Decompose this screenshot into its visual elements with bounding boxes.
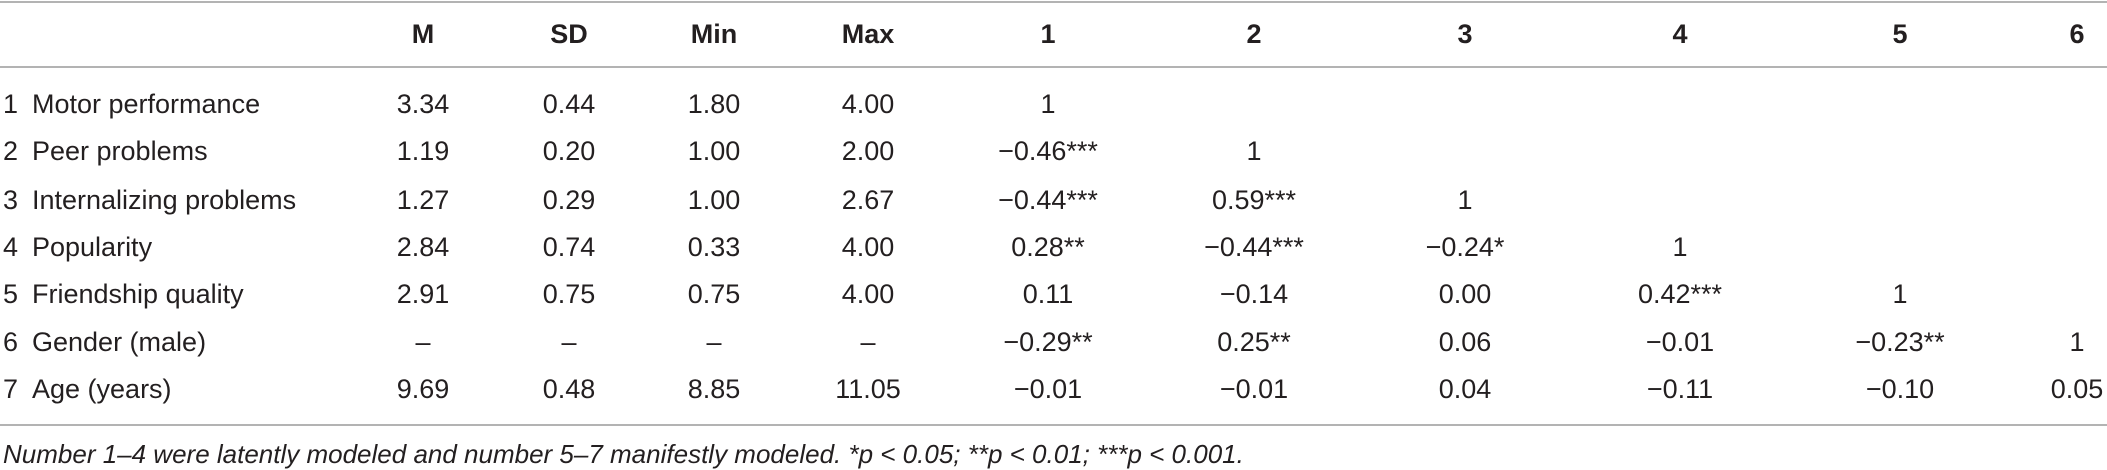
column-header: M	[412, 19, 435, 49]
row-number: 1	[3, 89, 18, 119]
cell: −0.14	[1220, 279, 1288, 309]
cell: 3.34	[397, 89, 450, 119]
cell: 0.11	[1023, 279, 1074, 309]
row-number: 4	[3, 232, 18, 262]
row-label: Peer problems	[32, 136, 208, 166]
cell: –	[561, 327, 576, 357]
row-number: 3	[3, 185, 18, 215]
cell: 0.04	[1439, 374, 1492, 404]
cell: −0.44***	[998, 185, 1098, 215]
row-label: Internalizing problems	[32, 185, 296, 215]
column-header: Max	[842, 19, 895, 49]
cell: 2.84	[397, 232, 450, 262]
row-label: Gender (male)	[32, 327, 206, 357]
cell: –	[860, 327, 875, 357]
cell: −0.24*	[1426, 232, 1505, 262]
column-header: SD	[550, 19, 588, 49]
cell: 1.00	[688, 185, 741, 215]
cell: 0.74	[543, 232, 596, 262]
cell: 1	[1040, 89, 1055, 119]
cell: 1	[1892, 279, 1907, 309]
cell: 0.20	[543, 136, 596, 166]
row-label: Friendship quality	[32, 279, 244, 309]
row-label: Age (years)	[32, 374, 172, 404]
column-header: 4	[1672, 19, 1687, 49]
cell: 1	[1457, 185, 1472, 215]
cell: 8.85	[688, 374, 741, 404]
cell: 0.75	[543, 279, 596, 309]
cell: 11.05	[835, 374, 901, 404]
cell: 0.42***	[1638, 279, 1723, 309]
cell: 1.80	[688, 89, 741, 119]
cell: 4.00	[842, 232, 895, 262]
column-header: 1	[1040, 19, 1055, 49]
footnote: Number 1–4 were latently modeled and num…	[3, 439, 1244, 469]
cell: 1.27	[397, 185, 450, 215]
cell: 2.67	[842, 185, 895, 215]
cell: −0.23**	[1855, 327, 1945, 357]
cell: 9.69	[397, 374, 450, 404]
cell: 2.00	[842, 136, 895, 166]
cell: 4.00	[842, 279, 895, 309]
cell: 4.00	[842, 89, 895, 119]
cell: 1.00	[688, 136, 741, 166]
cell: 0.29	[543, 185, 596, 215]
row-number: 5	[3, 279, 18, 309]
cell: −0.11	[1647, 374, 1713, 404]
cell: 1.19	[397, 136, 450, 166]
cell: 0.06	[1439, 327, 1492, 357]
cell: −0.46***	[998, 136, 1098, 166]
cell: 1	[1246, 136, 1261, 166]
column-header: 6	[2069, 19, 2084, 49]
row-number: 2	[3, 136, 18, 166]
cell: −0.01	[1014, 374, 1082, 404]
cell: 1	[1672, 232, 1687, 262]
cell: 0.44	[543, 89, 596, 119]
cell: 0.33	[688, 232, 741, 262]
cell: –	[706, 327, 721, 357]
cell: 2.91	[397, 279, 450, 309]
column-header: Min	[691, 19, 738, 49]
row-label: Motor performance	[32, 89, 260, 119]
column-header: 3	[1457, 19, 1472, 49]
row-number: 6	[3, 327, 18, 357]
cell: –	[415, 327, 430, 357]
cell: −0.10	[1866, 374, 1934, 404]
cell: 0.00	[1439, 279, 1492, 309]
cell: −0.01	[1646, 327, 1714, 357]
cell: 0.28**	[1011, 232, 1085, 262]
cell: 0.59***	[1212, 185, 1297, 215]
column-header: 5	[1892, 19, 1907, 49]
row-number: 7	[3, 374, 18, 404]
column-header: 2	[1246, 19, 1261, 49]
cell: 0.05	[2051, 374, 2104, 404]
cell: 0.75	[688, 279, 741, 309]
cell: 1	[2069, 327, 2084, 357]
cell: −0.01	[1220, 374, 1288, 404]
cell: −0.29**	[1003, 327, 1093, 357]
row-label: Popularity	[32, 232, 153, 262]
cell: 0.25**	[1217, 327, 1291, 357]
cell: 0.48	[543, 374, 596, 404]
cell: −0.44***	[1204, 232, 1304, 262]
